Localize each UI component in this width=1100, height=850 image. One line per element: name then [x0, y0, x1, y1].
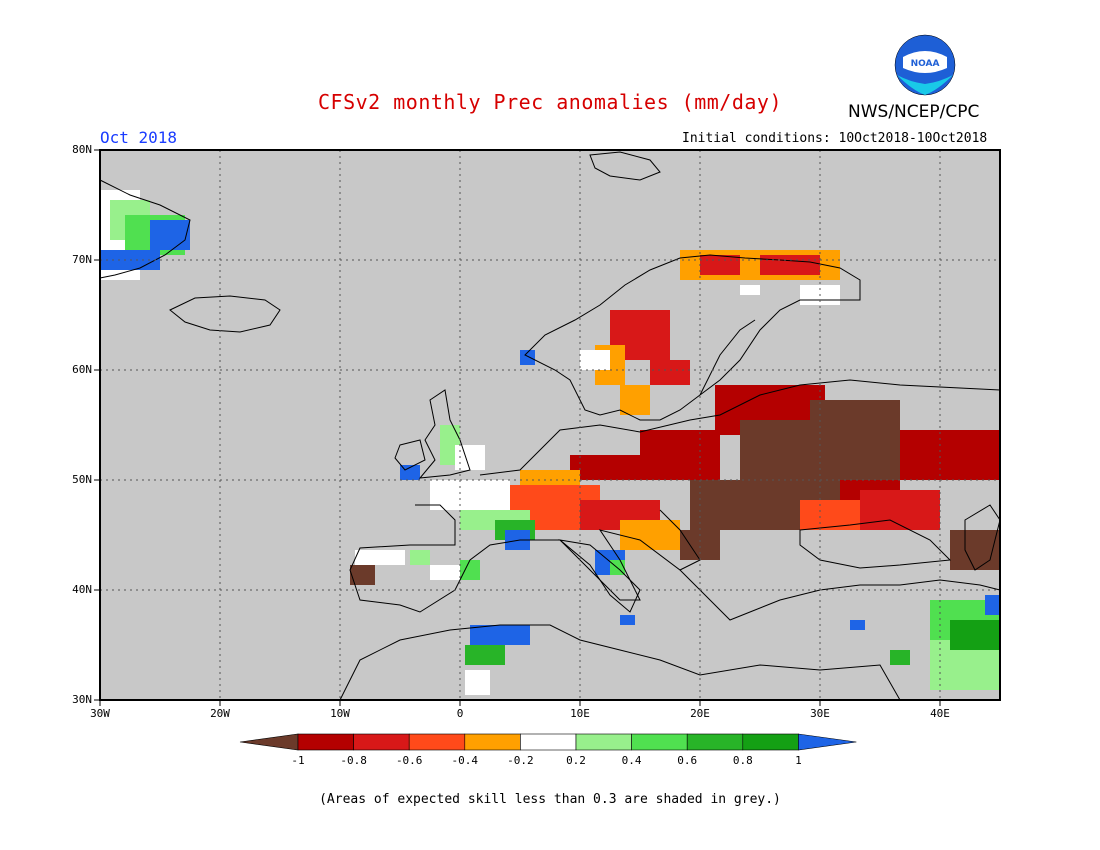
anomaly-cell [410, 550, 430, 565]
color-bar: -1 -0.8 -0.6 -0.4 -0.2 0.2 0.4 0.6 0.8 1 [239, 733, 857, 767]
anomaly-cell [900, 430, 1000, 480]
colorbar-box [408, 733, 466, 751]
x-tick-20w: 20W [210, 707, 230, 720]
anomaly-cell [400, 465, 420, 480]
anomaly-cell [950, 620, 1000, 650]
colorbar-label: 0.6 [677, 754, 697, 767]
anomaly-cell [620, 385, 650, 415]
y-tick-80n: 80N [72, 143, 92, 156]
gridlines [100, 150, 1000, 700]
y-tick-50n: 50N [72, 473, 92, 486]
noaa-logo: NOAA [894, 34, 956, 96]
anomaly-cell [465, 645, 505, 665]
y-tick-70n: 70N [72, 253, 92, 266]
y-tick-40n: 40N [72, 583, 92, 596]
anomaly-cell [850, 620, 865, 630]
colorbar-arrow-high [798, 733, 857, 751]
anomaly-cell [430, 480, 510, 510]
anomaly-cell [620, 520, 680, 550]
anomaly-cell [465, 670, 490, 695]
x-tick-10w: 10W [330, 707, 350, 720]
organization-label: NWS/NCEP/CPC [848, 102, 980, 122]
anomaly-cell [570, 455, 640, 480]
y-tick-30n: 30N [72, 693, 92, 706]
anomaly-cell [985, 595, 1000, 615]
anomaly-cell [650, 360, 690, 385]
colorbar-box [353, 733, 410, 751]
colorbar-arrow-low [239, 733, 299, 751]
anomaly-cell [470, 625, 530, 645]
caption: (Areas of expected skill less than 0.3 a… [319, 792, 781, 807]
coastlines [99, 151, 1001, 701]
colorbar-box [464, 733, 521, 751]
colorbar-box [297, 733, 354, 751]
y-tick-60n: 60N [72, 363, 92, 376]
colorbar-box [520, 733, 577, 751]
anomaly-cell [700, 255, 740, 275]
anomaly-cell [620, 615, 635, 625]
colorbar-label: -1 [291, 754, 304, 767]
colorbar-label: 0.4 [622, 754, 642, 767]
colorbar-label: 0.8 [733, 754, 753, 767]
colorbar-label: -0.4 [452, 754, 479, 767]
anomaly-cell [355, 550, 405, 565]
x-tick-30e: 30E [810, 707, 830, 720]
anomaly-cell [350, 565, 375, 585]
colorbar-label: 0.2 [566, 754, 586, 767]
colorbar-box [742, 733, 799, 751]
tick-marks [94, 149, 941, 706]
anomaly-cell [430, 565, 460, 580]
anomaly-cell [460, 560, 480, 580]
x-tick-20e: 20E [690, 707, 710, 720]
colorbar-label: -0.6 [396, 754, 423, 767]
colorbar-label: -0.2 [507, 754, 534, 767]
colorbar-label: 1 [795, 754, 802, 767]
map-frame [99, 149, 1001, 701]
colorbar-box [631, 733, 688, 751]
x-tick-40e: 40E [930, 707, 950, 720]
anomaly-cell [150, 220, 190, 250]
initial-conditions: Initial conditions: 10Oct2018-10Oct2018 [682, 131, 988, 146]
anomaly-cell [950, 530, 1000, 570]
colorbar-box [686, 733, 744, 751]
anomaly-cell [520, 350, 535, 365]
month-label: Oct 2018 [100, 128, 178, 147]
noaa-logo-text: NOAA [911, 59, 940, 69]
anomaly-cell [580, 350, 610, 370]
anomaly-cell [860, 490, 940, 530]
anomaly-cell [740, 285, 760, 295]
anomaly-cell [760, 255, 820, 275]
x-tick-10e: 10E [570, 707, 590, 720]
x-tick-0: 0 [456, 707, 464, 720]
colorbar-box [575, 733, 632, 751]
anomaly-cells [100, 190, 1000, 695]
anomaly-cell [890, 650, 910, 665]
x-tick-30w: 30W [90, 707, 110, 720]
map-title: CFSv2 monthly Prec anomalies (mm/day) [317, 90, 783, 114]
colorbar-label: -0.8 [340, 754, 367, 767]
anomaly-cell [640, 430, 720, 480]
